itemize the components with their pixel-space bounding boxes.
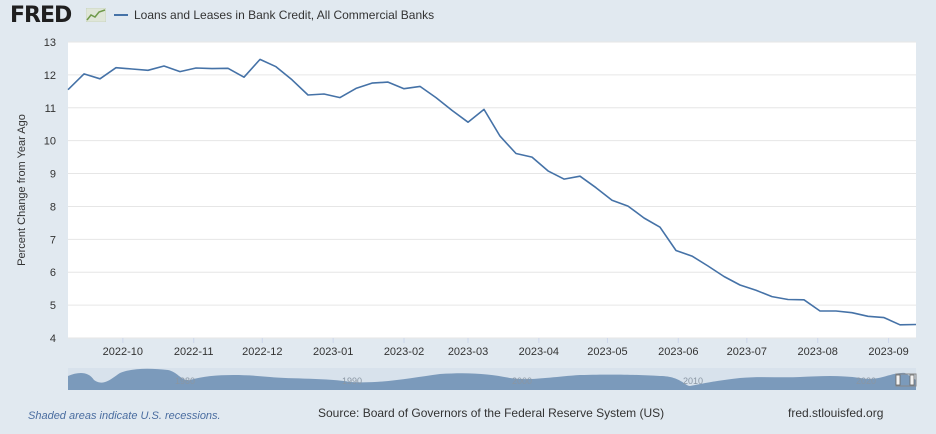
fred-logo-graph-icon xyxy=(86,8,106,22)
x-tick-label: 2023-04 xyxy=(519,346,559,358)
source-text: Source: Board of Governors of the Federa… xyxy=(318,406,665,420)
legend-swatch xyxy=(114,14,128,16)
y-tick-label: 4 xyxy=(50,333,56,345)
series-line xyxy=(67,58,917,326)
x-tick-label: 2022-11 xyxy=(174,346,214,358)
navigator-handle-left xyxy=(895,374,901,386)
x-tick-label: 2023-06 xyxy=(658,346,698,358)
legend-series-label: Loans and Leases in Bank Credit, All Com… xyxy=(134,8,435,22)
y-tick-label: 5 xyxy=(50,300,56,312)
recession-note: Shaded areas indicate U.S. recessions. xyxy=(28,410,221,422)
navigator-label: 1990 xyxy=(342,376,362,386)
navigator-label: 2020 xyxy=(856,376,876,386)
navigator-label: 1980 xyxy=(175,376,195,386)
y-tick-label: 10 xyxy=(44,136,56,148)
line-chart: 4 5 6 7 8 9 10 11 12 13 2022-10 2022-11 2022-12 2023… xyxy=(16,37,917,390)
x-tick-label: 2023-07 xyxy=(727,346,767,358)
x-tick-label: 2023-09 xyxy=(868,346,908,358)
grid-lines xyxy=(68,41,916,339)
y-tick-label: 6 xyxy=(50,267,56,279)
y-tick-label: 12 xyxy=(44,70,56,82)
x-tick-label: 2023-01 xyxy=(313,346,353,358)
x-tick-label: 2023-02 xyxy=(384,346,424,358)
x-tick-label: 2022-10 xyxy=(103,346,143,358)
y-tick-label: 11 xyxy=(45,103,56,115)
site-link[interactable]: fred.stlouisfed.org xyxy=(788,406,884,420)
navigator-label: 2010 xyxy=(683,376,703,386)
y-tick-label: 8 xyxy=(50,201,56,213)
x-tick-label: 2023-08 xyxy=(798,346,838,358)
x-tick-label: 2022-12 xyxy=(242,346,282,358)
y-tick-label: 13 xyxy=(44,37,56,49)
range-navigator[interactable]: 1980 1990 2000 2010 2020 xyxy=(68,368,917,390)
x-tick-label: 2023-05 xyxy=(587,346,627,358)
y-axis-ticks: 4 5 6 7 8 9 10 11 12 13 xyxy=(44,37,56,345)
plot-area xyxy=(68,42,916,338)
navigator-label: 2000 xyxy=(512,376,532,386)
y-tick-label: 9 xyxy=(50,169,56,181)
y-tick-label: 7 xyxy=(50,234,56,246)
fred-logo: FRED xyxy=(10,3,72,28)
x-axis-ticks: 2022-10 2022-11 2022-12 2023-01 2023-02 2023-… xyxy=(103,338,909,358)
chart-legend[interactable]: Loans and Leases in Bank Credit, All Com… xyxy=(114,8,434,22)
x-tick-label: 2023-03 xyxy=(448,346,488,358)
navigator-handle-right xyxy=(909,374,915,386)
y-axis-label: Percent Change from Year Ago xyxy=(16,114,28,266)
